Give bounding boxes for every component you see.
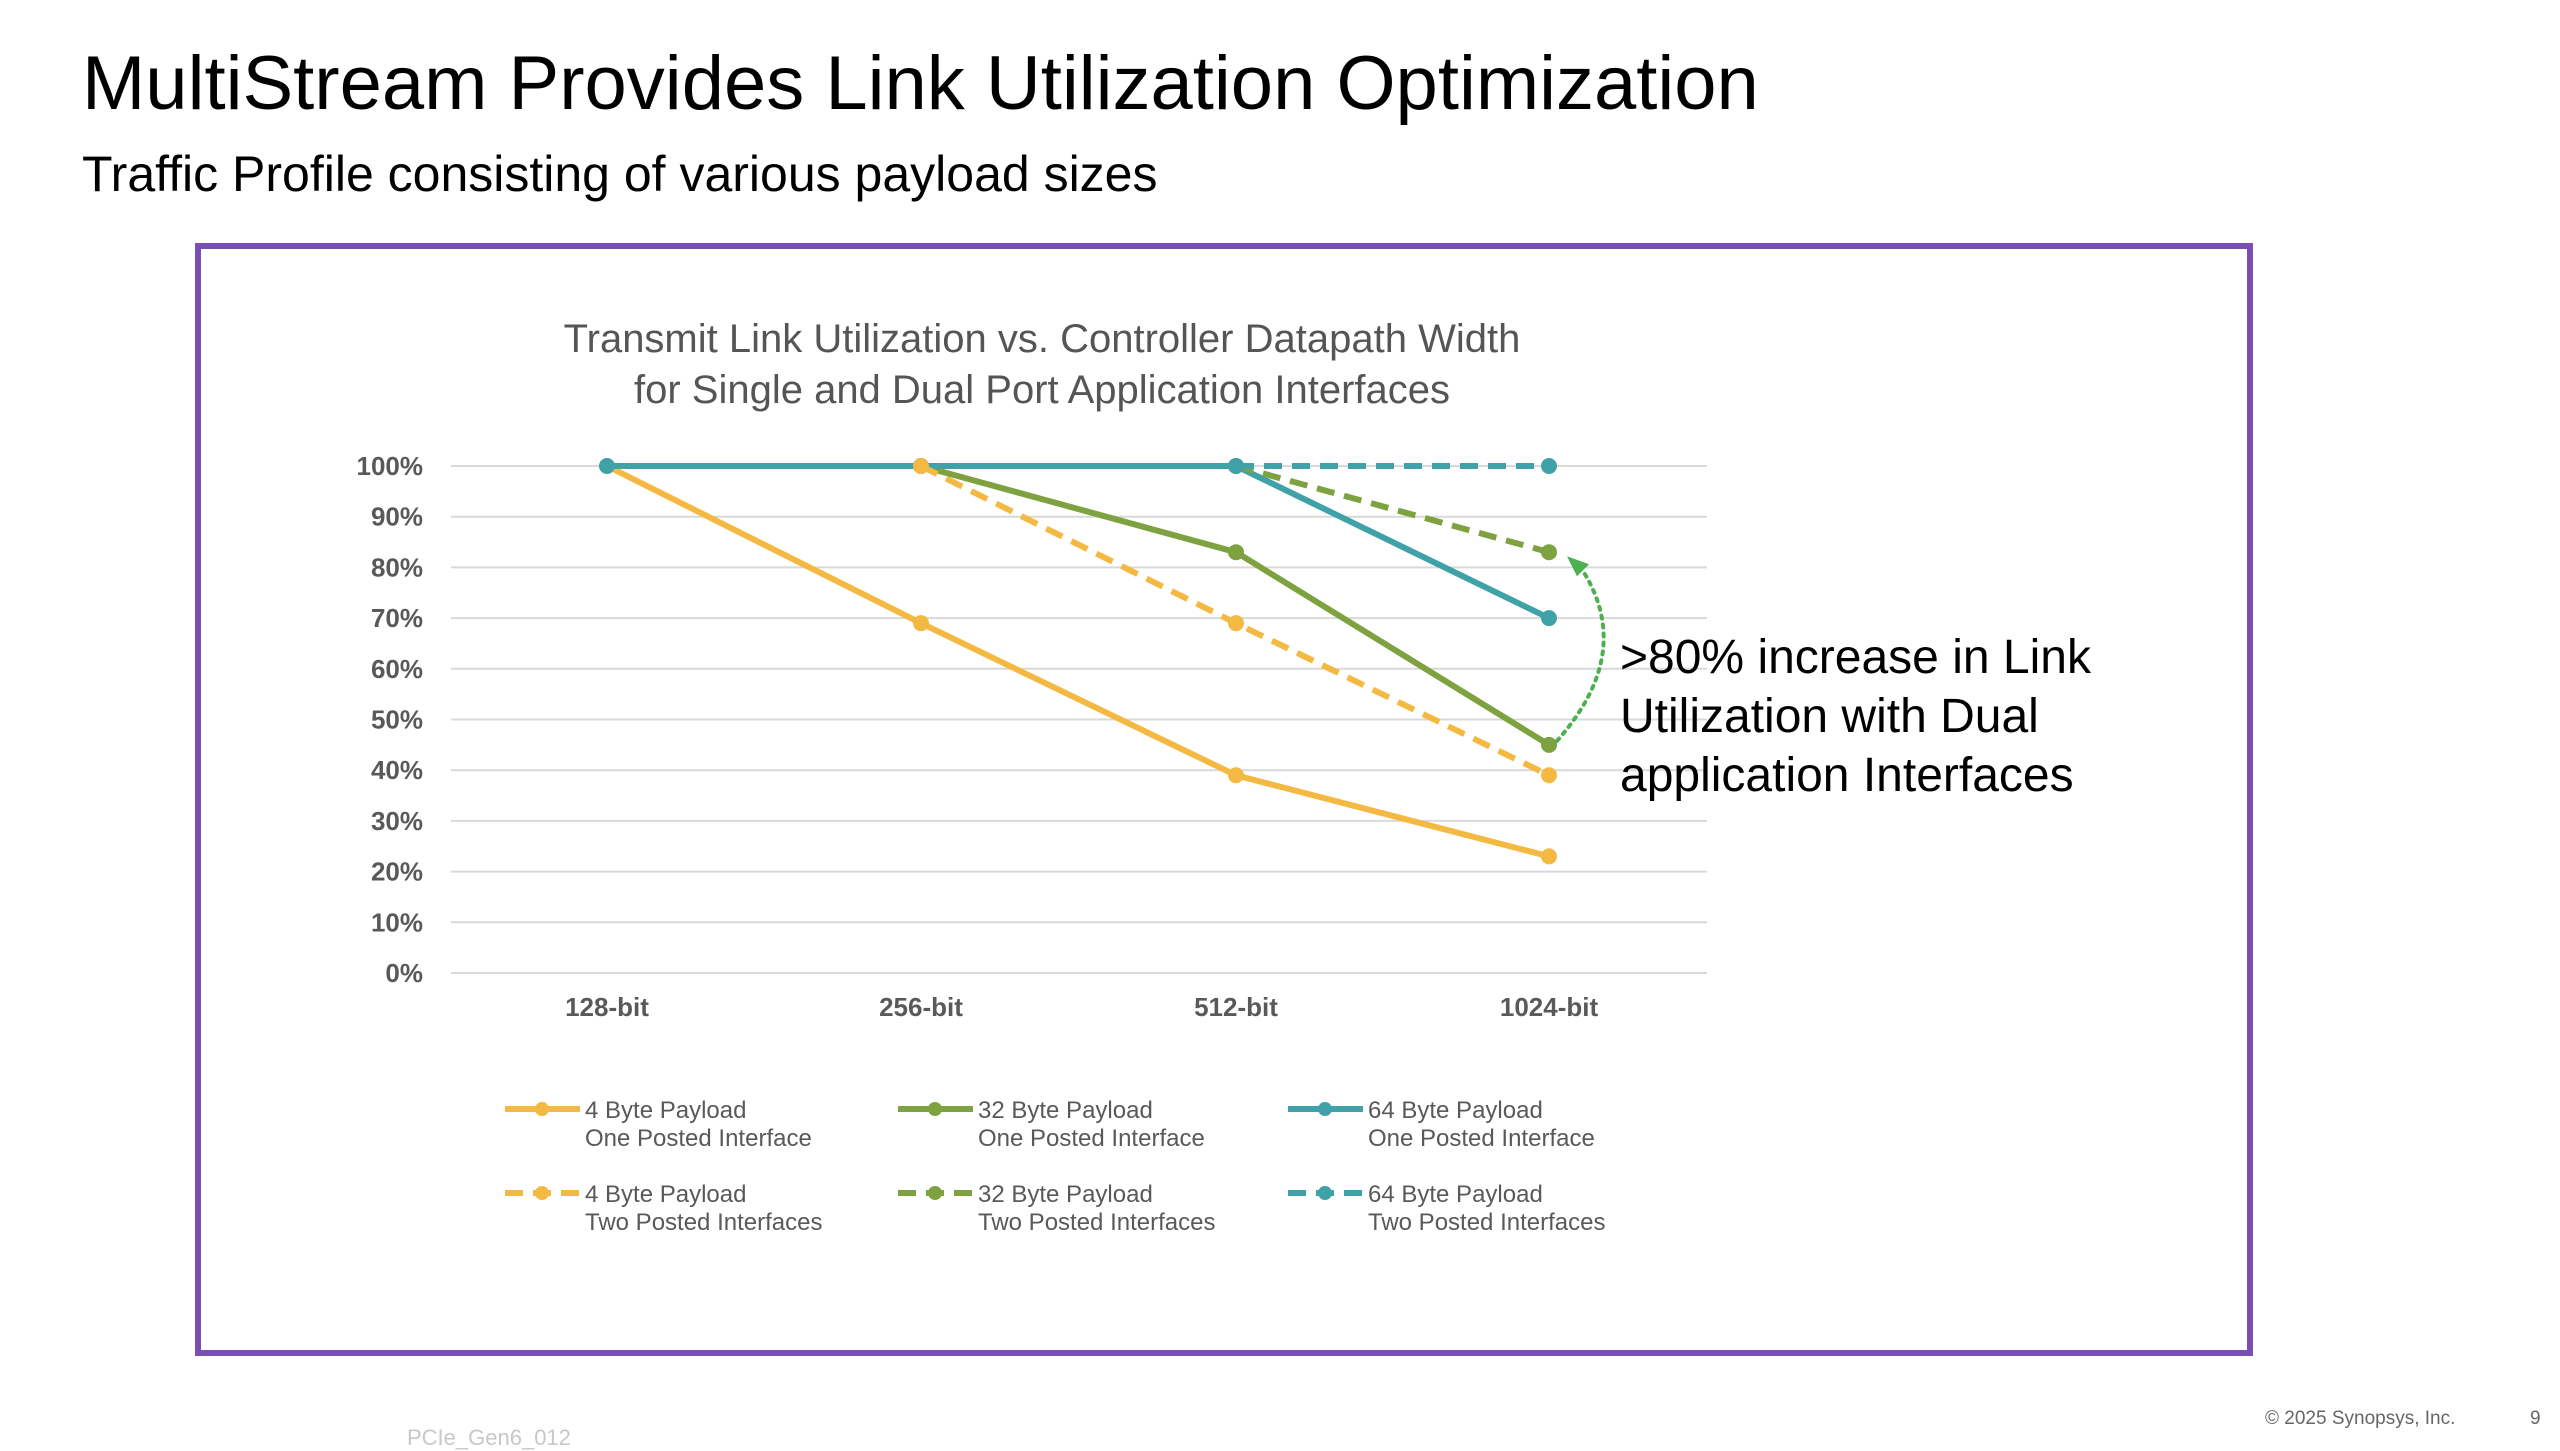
- chart-title-line-2: for Single and Dual Port Application Int…: [634, 368, 1450, 412]
- legend-label: 64 Byte Payload: [1368, 1097, 1543, 1124]
- data-point: [913, 458, 929, 474]
- legend-sublabel: Two Posted Interfaces: [978, 1209, 1215, 1236]
- data-point: [1541, 544, 1557, 561]
- legend-label: 64 Byte Payload: [1368, 1181, 1543, 1208]
- x-tick-label: 256-bit: [879, 992, 963, 1022]
- series-line: [607, 463, 1551, 621]
- y-tick-label: 90%: [371, 502, 423, 532]
- y-tick-label: 100%: [357, 451, 424, 481]
- annotation-arrow: [1555, 560, 1606, 743]
- legend-sublabel: One Posted Interface: [1368, 1125, 1595, 1152]
- data-point: [1228, 544, 1244, 561]
- legend-marker: [1318, 1186, 1332, 1200]
- data-point: [1541, 848, 1557, 865]
- slide-subtitle: Traffic Profile consisting of various pa…: [82, 146, 1158, 202]
- x-tick-label: 512-bit: [1194, 992, 1278, 1022]
- footer-doc-id: PCIe_Gen6_012: [407, 1425, 571, 1450]
- legend-sublabel: One Posted Interface: [585, 1125, 812, 1152]
- legend-label: 32 Byte Payload: [978, 1181, 1153, 1208]
- series-line: [920, 463, 1551, 748]
- x-tick-label: 128-bit: [565, 992, 649, 1022]
- legend-marker: [928, 1186, 942, 1200]
- chart-title-line-1: Transmit Link Utilization vs. Controller…: [564, 317, 1521, 361]
- data-point: [1228, 615, 1244, 632]
- y-tick-label: 40%: [371, 755, 423, 785]
- y-tick-label: 70%: [371, 603, 423, 633]
- series-line: [605, 463, 1550, 860]
- data-point: [1541, 610, 1557, 627]
- annotation-text: >80% increase in Link Utilization with D…: [1620, 631, 2091, 802]
- y-tick-label: 80%: [371, 552, 423, 582]
- y-tick-label: 50%: [371, 705, 423, 735]
- page-number: 9: [2530, 1408, 2541, 1429]
- y-tick-label: 10%: [371, 907, 423, 937]
- slide-title: MultiStream Provides Link Utilization Op…: [82, 41, 1759, 126]
- y-tick-label: 0%: [385, 958, 423, 988]
- legend-sublabel: Two Posted Interfaces: [1368, 1209, 1605, 1236]
- y-tick-label: 20%: [371, 857, 423, 887]
- data-point: [599, 458, 615, 474]
- legend-marker: [928, 1102, 942, 1116]
- y-tick-label: 30%: [371, 806, 423, 836]
- legend-label: 4 Byte Payload: [585, 1097, 746, 1124]
- data-point: [1541, 736, 1557, 753]
- y-tick-label: 60%: [371, 654, 423, 684]
- legend-marker: [535, 1102, 549, 1116]
- arrowhead-icon: [1567, 556, 1589, 577]
- data-point: [913, 615, 929, 632]
- x-tick-label: 1024-bit: [1500, 992, 1599, 1022]
- legend-label: 32 Byte Payload: [978, 1097, 1153, 1124]
- legend-marker: [535, 1186, 549, 1200]
- legend-sublabel: Two Posted Interfaces: [585, 1209, 822, 1236]
- data-point: [1228, 767, 1244, 784]
- legend-label: 4 Byte Payload: [585, 1181, 746, 1208]
- chart-frame: [195, 243, 2253, 1356]
- data-point: [1541, 458, 1557, 474]
- data-point: [1541, 767, 1557, 784]
- copyright: © 2025 Synopsys, Inc.: [2265, 1408, 2456, 1429]
- legend-sublabel: One Posted Interface: [978, 1125, 1205, 1152]
- data-point: [1228, 458, 1244, 474]
- legend-marker: [1318, 1102, 1332, 1116]
